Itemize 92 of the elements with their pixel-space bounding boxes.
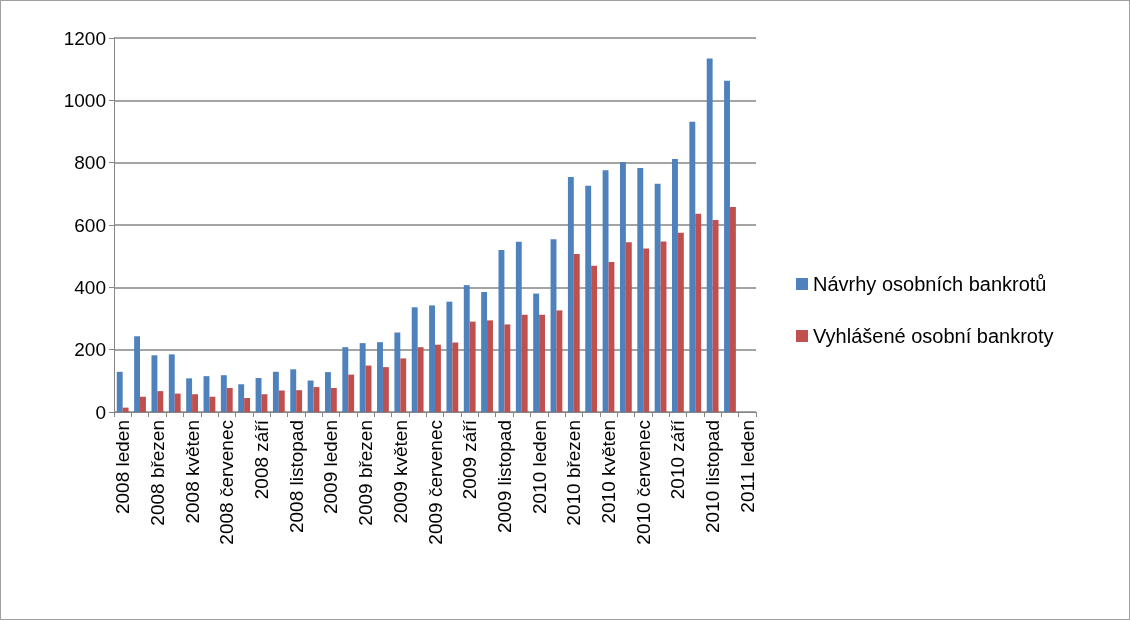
x-tick-label: 2008 září [250,419,272,500]
bar [261,394,268,412]
y-tick-label: 0 [95,401,106,423]
bar [400,358,407,412]
bar [585,185,592,412]
x-tick-label: 2010 září [667,419,689,500]
bar [712,220,719,412]
bar [342,347,349,412]
bar [533,293,540,412]
bar [348,374,355,412]
bar [272,371,279,412]
bar [186,378,193,412]
bar [226,388,233,412]
bar [417,347,424,412]
x-tick-label: 2009 leden [320,420,342,515]
bar [429,305,435,412]
bar [209,396,216,412]
bar [307,380,314,412]
bar [602,170,609,412]
bar [330,388,337,412]
bar [521,314,528,412]
legend-label: Návrhy osobních bankrotů [813,273,1047,295]
bar [724,80,730,412]
legend-label: Vyhlášené osobní bankroty [813,325,1054,347]
bar [469,321,476,412]
bar [487,320,493,412]
bar [435,344,441,412]
bar [382,367,389,412]
y-tick-label: 800 [74,152,106,174]
x-tick-label: 2008 listopad [285,420,307,534]
bar [359,343,366,412]
bar [729,206,736,412]
bar [296,390,303,412]
bar [677,232,684,412]
bar [573,253,580,412]
y-tick-label: 600 [74,214,106,236]
bar [591,265,598,412]
bar [238,384,245,412]
bar [377,342,383,412]
x-tick-label: 2010 červenec [632,420,654,545]
bar [134,336,141,412]
x-tick-label: 2008 březen [146,420,168,526]
bar [116,371,123,412]
x-tick-label: 2009 listopad [493,420,515,534]
x-tick-label: 2010 březen [563,420,585,526]
bar [539,314,546,412]
x-tick-label: 2009 září [459,419,481,500]
y-tick-label: 1000 [63,89,106,111]
x-tick-label: 2010 květen [598,420,620,524]
bar [168,354,175,412]
bar [625,242,632,412]
x-tick-label: 2011 leden [736,420,758,513]
x-tick-label: 2010 leden [528,420,550,515]
bar [220,375,227,412]
bar [122,407,129,412]
bar [463,285,470,412]
bar [394,332,401,412]
x-tick-label: 2009 květen [389,420,411,524]
y-tick-label: 200 [74,339,106,361]
bar [151,355,158,412]
y-tick-label: 400 [74,276,106,298]
bar [290,369,297,412]
x-tick-label: 2009 červenec [424,420,446,545]
bar [140,396,146,412]
x-tick-label: 2008 květen [181,420,203,524]
x-tick-label: 2009 březen [355,420,377,526]
bar [643,248,650,412]
bar [689,121,696,412]
bar [706,58,713,412]
bar [324,372,331,412]
x-tick-label: 2008 leden [112,420,134,515]
bar [157,391,164,412]
x-tick-label: 2008 červenec [216,420,238,545]
bar [619,162,626,412]
y-tick-label: 1200 [63,27,106,49]
bar [567,177,574,412]
bar [695,213,702,412]
bar [556,310,563,412]
bar [192,394,198,412]
bar [481,292,488,412]
bar [446,301,453,412]
x-tick-label: 2010 listopad [702,420,724,534]
bar [278,390,285,412]
bar [411,307,418,412]
bar [654,183,661,412]
bar [174,393,181,412]
bar [637,167,644,412]
bar [515,241,522,412]
bar [452,342,459,412]
bar [672,158,678,412]
bar [504,324,511,412]
bar [244,397,251,412]
